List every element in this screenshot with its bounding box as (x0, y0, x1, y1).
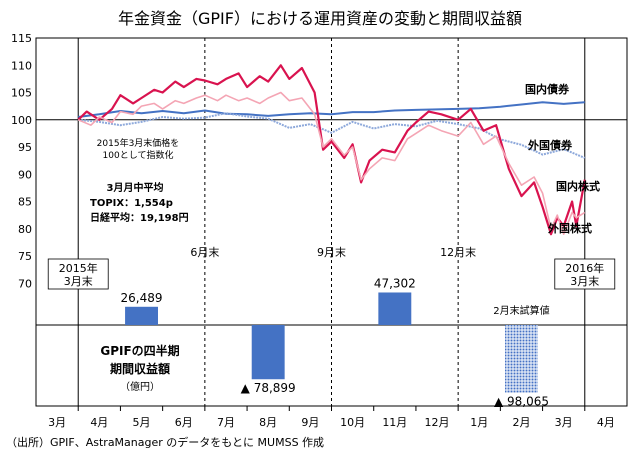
series-name-label: 国内株式 (556, 179, 600, 193)
return-bar-label: 47,302 (374, 276, 416, 290)
source-note: （出所）GPIF、AstraManager のデータをもとに MUMSS 作成 (6, 435, 324, 449)
return-bar-label: ▲ 78,899 (241, 381, 296, 395)
y-tick-label: 100 (11, 114, 32, 127)
return-bar (251, 325, 285, 380)
month-label: 8月 (259, 416, 277, 429)
preliminary-label: 2月末試算値 (493, 304, 549, 317)
month-label: 3月 (555, 416, 573, 429)
y-tick-label: 85 (18, 196, 32, 209)
month-label: 10月 (340, 416, 365, 429)
series-line (77, 91, 586, 235)
month-label: 12月 (425, 416, 450, 429)
avg-nikkei: 日経平均：19,198円 (90, 211, 189, 224)
quarter-end-label: 9月末 (317, 245, 346, 259)
y-tick-label: 95 (18, 141, 32, 154)
returns-unit: （億円） (120, 380, 160, 393)
chart-title: 年金資金（GPIF）における運用資産の変動と期間収益額 (118, 9, 522, 28)
returns-heading: 期間収益額 (110, 361, 170, 376)
return-bar (125, 306, 158, 325)
month-label: 5月 (133, 416, 151, 429)
month-label: 3月 (48, 416, 66, 429)
quarter-end-label: 12月末 (440, 245, 476, 259)
return-bar-label: ▲ 98,065 (494, 394, 549, 408)
avg-topix: TOPIX：1,554p (90, 198, 173, 209)
month-label: 9月 (301, 416, 319, 429)
start-label: 2015年 3月末 (59, 261, 98, 288)
series-line (77, 64, 586, 236)
y-tick-label: 105 (11, 87, 32, 100)
returns-heading: GPIFの四半期 (100, 343, 179, 358)
index-note: 2015年3月末価格を 100として指数化 (97, 137, 180, 161)
month-label: 4月 (597, 416, 615, 429)
end-label-box (554, 258, 616, 290)
series-name-label: 外国債券 (527, 138, 573, 152)
month-label: 4月 (90, 416, 108, 429)
y-tick-label: 70 (18, 277, 32, 290)
month-label: 2月 (512, 416, 530, 429)
quarter-end-label: 6月末 (190, 245, 219, 259)
return-bar (378, 292, 412, 325)
series-name-label: 外国株式 (547, 221, 592, 235)
end-label: 2016年 3月末 (565, 261, 604, 288)
return-bar (505, 325, 538, 393)
y-tick-label: 90 (18, 168, 32, 181)
y-tick-label: 75 (18, 250, 32, 263)
month-label: 11月 (382, 416, 407, 429)
avg-heading: 3月月中平均 (107, 181, 164, 194)
month-label: 7月 (217, 416, 235, 429)
y-tick-label: 115 (11, 32, 32, 45)
series-line (78, 101, 585, 118)
return-bar-label: 26,489 (121, 291, 163, 305)
y-tick-label: 110 (11, 59, 32, 72)
start-label-box (47, 258, 109, 290)
month-label: 6月 (175, 416, 193, 429)
y-tick-label: 80 (18, 223, 32, 236)
series-name-label: 国内債券 (525, 82, 570, 96)
month-label: 1月 (470, 416, 488, 429)
